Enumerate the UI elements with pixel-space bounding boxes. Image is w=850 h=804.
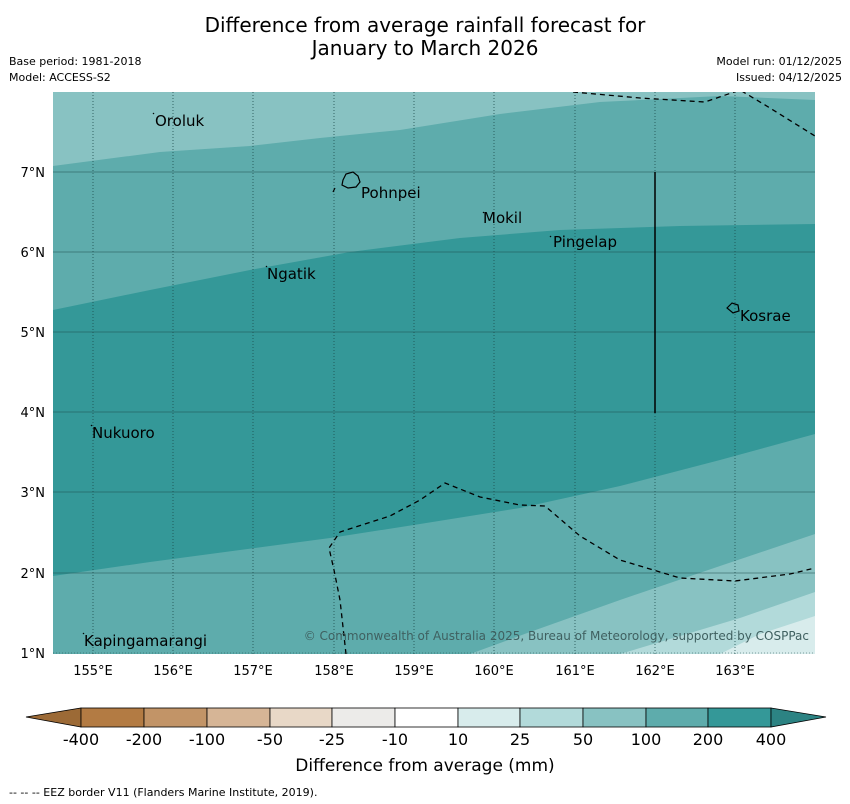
colorbar-segment [519,707,584,728]
latitude-lines [53,171,815,654]
colorbar-segment [645,707,709,728]
colorbar-segment [707,707,772,728]
eez-footnote: -- -- -- EEZ border V11 (Flanders Marine… [9,786,318,799]
lon-tick-label: 158°E [314,664,354,679]
colorbar-segment [269,707,333,728]
lat-tick-label: 6°N [21,246,46,261]
colorbar [25,707,827,728]
model-run-date: Model run: 01/12/2025 [716,55,842,68]
place-label-ngatik: Ngatik [267,265,316,283]
colorbar-tick-label: -10 [382,730,408,749]
colorbar-segment [331,707,396,728]
colorbar-segment [457,707,521,728]
band-200-400 [53,224,815,576]
colorbar-tick-label: -100 [189,730,225,749]
colorbar-tick-label: -25 [319,730,345,749]
kosrae-island [726,302,740,314]
colorbar-tick-label: 400 [756,730,787,749]
colorbar-segment [80,707,145,728]
colorbar-tick-label: 100 [631,730,662,749]
copyright-notice: © Commonwealth of Australia 2025, Bureau… [304,629,809,643]
lon-tick-label: 157°E [233,664,273,679]
colorbar-tick-label: 25 [510,730,530,749]
lat-tick-label: 5°N [21,326,46,341]
lon-tick-label: 156°E [153,664,193,679]
issued-date: Issued: 04/12/2025 [735,71,842,84]
lat-tick-label: 2°N [21,567,46,582]
colorbar-ticks: -400 -200 -100 -50 -25 -10 10 25 50 100 … [63,730,786,749]
colorbar-tick-label: -200 [126,730,162,749]
place-labels: Oroluk Pohnpei Mokil Pingelap Ngatik Kos… [84,112,791,650]
place-label-kosrae: Kosrae [740,307,791,325]
colorbar-tick-label: 50 [573,730,593,749]
place-label-oroluk: Oroluk [155,112,204,130]
lat-tick-label: 1°N [21,647,46,662]
lon-tick-label: 159°E [394,664,434,679]
ngatik-atoll [265,265,268,268]
lon-tick-label: 160°E [474,664,514,679]
lon-tick-label: 162°E [635,664,675,679]
kapingamarangi-atoll [82,632,85,635]
colorbar-tick-label: -400 [63,730,99,749]
lon-tick-label: 161°E [555,664,595,679]
chart-title-line-2: January to March 2026 [311,36,539,60]
chart-title-line-1: Difference from average rainfall forecas… [204,13,646,37]
colorbar-left-arrow [25,707,82,728]
lat-tick-label: 4°N [21,406,46,421]
colorbar-title: Difference from average (mm) [295,756,555,776]
lon-tick-labels: 155°E 156°E 157°E 158°E 159°E 160°E 161°… [73,664,755,679]
place-label-pohnpei: Pohnpei [361,184,421,202]
base-period: Base period: 1981-2018 [9,55,142,68]
pohnpei-island [341,171,361,189]
mokil-atoll [482,211,485,214]
pohnpei-atoll [332,187,336,193]
place-label-kapingamarangi: Kapingamarangi [84,632,207,650]
band-10-25 [720,616,815,654]
lon-tick-label: 155°E [73,664,113,679]
map-area: Oroluk Pohnpei Mokil Pingelap Ngatik Kos… [53,92,815,654]
lat-tick-label: 3°N [21,486,46,501]
place-label-mokil: Mokil [483,209,522,227]
model-name: Model: ACCESS-S2 [9,71,111,84]
lat-tick-labels: 7°N 6°N 5°N 4°N 3°N 2°N 1°N [21,166,46,662]
lat-tick-label: 7°N [21,166,46,181]
place-label-pingelap: Pingelap [553,233,617,251]
pingelap-atoll [549,235,552,238]
band-50-100-north [53,92,815,166]
colorbar-segment [582,707,647,728]
place-label-nukuoro: Nukuoro [92,424,155,442]
eez-borders [328,92,815,654]
lon-tick-label: 163°E [715,664,755,679]
colorbar-tick-label: -50 [257,730,283,749]
colorbar-tick-label: 10 [448,730,468,749]
colorbar-tick-label: 200 [693,730,724,749]
colorbar-segment [394,707,459,728]
oroluk-atoll [152,112,155,115]
colorbar-right-arrow [770,707,827,728]
nukuoro-atoll [90,424,93,427]
colorbar-segment [143,707,208,728]
graticule [92,92,736,654]
islands [82,112,740,635]
colorbar-segment [206,707,271,728]
